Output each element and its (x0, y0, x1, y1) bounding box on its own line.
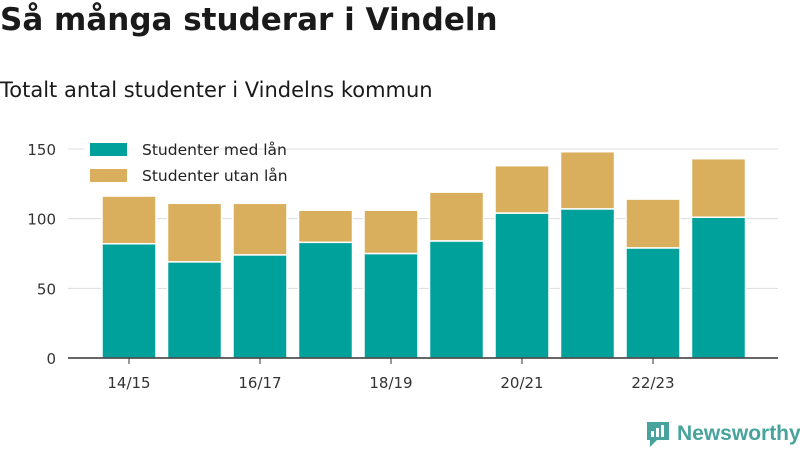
y-tick-label: 150 (27, 141, 56, 159)
bar-segment (428, 191, 485, 242)
bar-segment (101, 242, 157, 359)
legend-swatch (90, 143, 127, 156)
legend-swatch (90, 169, 127, 182)
chart-subtitle: Totalt antal studenter i Vindelns kommun (0, 78, 433, 102)
bar-segment (166, 261, 223, 359)
y-tick-label: 100 (27, 211, 56, 229)
bar-segment (297, 209, 354, 244)
x-axis: 14/15 16/17 18/19 20/21 22/23 (68, 357, 778, 392)
bar-segment (428, 240, 485, 359)
bar-segment (166, 202, 223, 263)
newsworthy-logo: Newsworthy (645, 420, 800, 448)
bar-segment (690, 157, 747, 218)
bar-segment (297, 241, 354, 359)
bar-segment (494, 164, 550, 214)
legend: Studenter med lån Studenter utan lån (84, 137, 288, 197)
legend-label: Studenter med lån (142, 141, 287, 159)
x-tick-label: 16/17 (238, 374, 281, 392)
bar-segment (559, 150, 616, 210)
bar-segment (101, 194, 157, 245)
y-axis: 0 50 100 150 (27, 141, 56, 368)
newsworthy-logo-text: Newsworthy (677, 422, 800, 445)
bar-segment (363, 252, 419, 359)
bar-segment (690, 216, 747, 359)
legend-label: Studenter utan lån (142, 167, 288, 185)
bar-segment (559, 208, 616, 359)
chart-title: Så många studerar i Vindeln (0, 2, 498, 38)
x-tick-label: 20/21 (500, 374, 543, 392)
bar-segment (232, 202, 288, 256)
bars (101, 150, 747, 359)
x-tick-label: 22/23 (631, 374, 674, 392)
bar-segment (494, 212, 550, 359)
y-tick-label: 50 (37, 280, 56, 298)
x-tick-label: 18/19 (369, 374, 412, 392)
x-tick-label: 14/15 (107, 374, 150, 392)
newsworthy-logo-icon (647, 422, 669, 447)
bar-segment (625, 198, 681, 249)
y-tick-label: 0 (46, 350, 56, 368)
bar-segment (232, 254, 288, 359)
bar-segment (625, 247, 681, 359)
bar-segment (363, 209, 419, 255)
